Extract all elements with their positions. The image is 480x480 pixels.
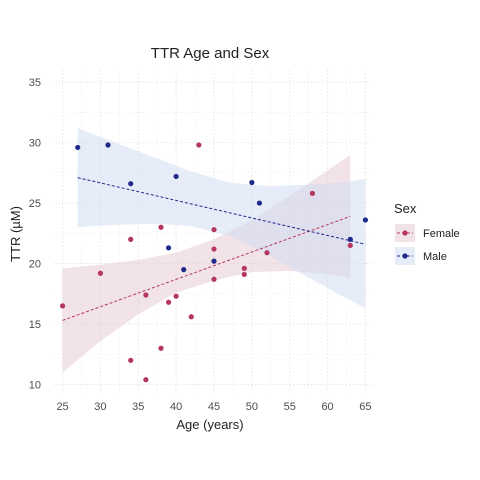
female-data-point [188,314,194,320]
legend: Sex Female Male [394,201,460,265]
male-legend-label: Male [423,251,447,263]
male-data-point [173,173,179,180]
male-data-point [347,236,353,242]
x-tick-label: 60 [321,401,333,413]
male-data-point [249,179,255,186]
female-data-point [59,303,66,309]
y-tick-label: 10 [29,380,41,392]
male-data-point [165,245,172,251]
male-data-point [105,142,111,148]
female-data-point [241,265,247,271]
x-tick-label: 25 [56,401,68,413]
male-data-point [181,267,187,273]
female-data-point [211,227,217,233]
female-data-point [128,357,134,363]
female-data-point [158,224,164,230]
female-data-point [158,345,164,351]
x-tick-label: 40 [170,401,182,413]
male-confidence-band [77,128,366,309]
female-legend-label: Female [423,228,460,240]
female-data-point [143,377,149,383]
male-legend-dot [402,253,408,259]
y-tick-label: 30 [29,138,41,150]
female-data-point [264,250,270,256]
female-legend-dot [402,230,408,236]
data-points [59,142,369,383]
x-axis-title: Age (years) [176,417,243,432]
y-axis-ticks: 10 15 20 25 30 35 [29,77,41,391]
female-data-point [143,292,149,298]
chart-title: TTR Age and Sex [151,45,270,62]
x-axis-ticks: 25 30 35 40 45 50 55 60 65 [56,401,371,413]
legend-title: Sex [394,201,417,216]
confidence-bands [62,128,366,373]
x-tick-label: 30 [94,401,106,413]
male-data-point [75,144,81,151]
female-data-point [128,236,134,242]
male-data-point [211,258,217,264]
female-data-point [173,293,179,299]
x-tick-label: 50 [246,401,258,413]
male-data-point [362,217,369,223]
y-tick-label: 15 [29,319,41,331]
x-tick-label: 65 [359,401,371,413]
female-data-point [165,299,172,305]
female-data-point [241,271,247,278]
x-tick-label: 55 [284,401,296,413]
female-data-point [211,246,217,252]
y-tick-label: 20 [29,259,41,271]
trend-lines [62,177,366,321]
male-trend-line [77,177,366,245]
female-data-point [309,190,316,196]
female-data-point [196,142,202,148]
female-data-point [211,276,217,282]
female-data-point [97,270,104,276]
y-axis-title: TTR (µM) [8,206,23,262]
female-trend-line [62,215,351,321]
male-data-point [256,200,263,206]
y-tick-label: 35 [29,77,41,89]
x-tick-label: 35 [132,401,144,413]
female-data-point [347,242,353,249]
x-tick-label: 45 [208,401,220,413]
male-data-point [128,181,134,187]
y-tick-label: 25 [29,198,41,210]
